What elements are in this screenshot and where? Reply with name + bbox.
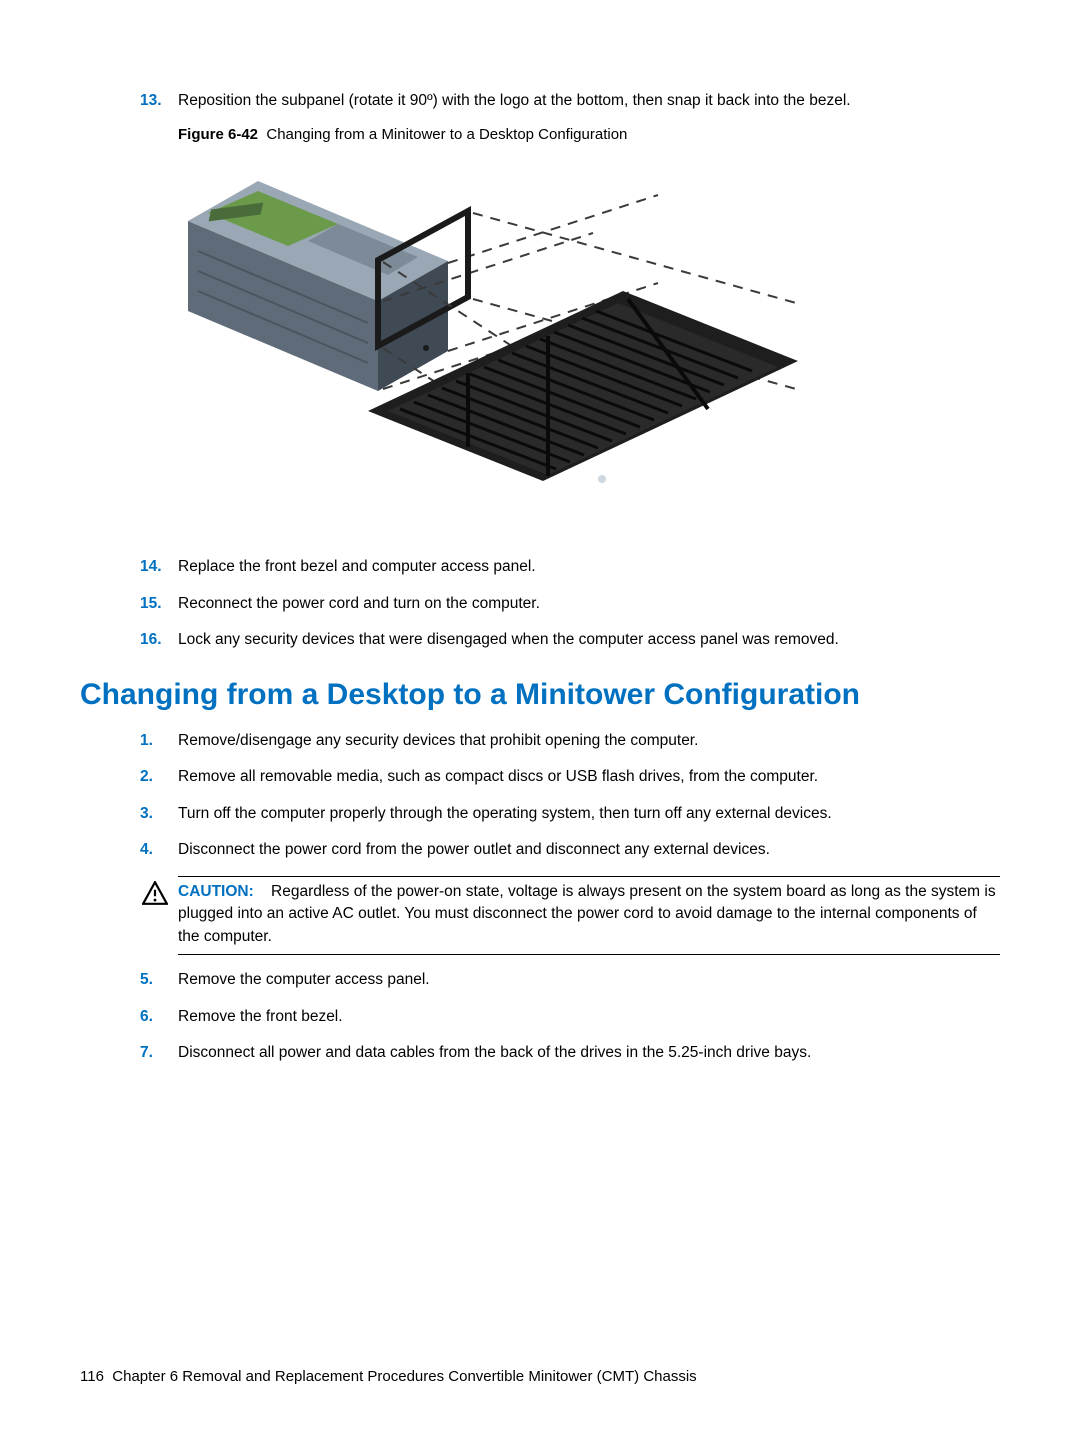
list-item: 15. Reconnect the power cord and turn on…	[140, 593, 1000, 615]
page-footer: 116 Chapter 6 Removal and Replacement Pr…	[80, 1368, 697, 1385]
section-heading: Changing from a Desktop to a Minitower C…	[80, 678, 1000, 712]
step-text: Lock any security devices that were dise…	[178, 629, 1000, 651]
figure-illustration	[178, 151, 1000, 526]
step-text: Turn off the computer properly through t…	[178, 803, 1000, 825]
caution-label: CAUTION:	[178, 883, 254, 900]
list-item: 1. Remove/disengage any security devices…	[140, 730, 1000, 752]
page-number: 116	[80, 1368, 104, 1385]
chapter-title: Chapter 6 Removal and Replacement Proced…	[112, 1368, 696, 1385]
list-item: 2. Remove all removable media, such as c…	[140, 766, 1000, 788]
step-number: 13.	[140, 90, 178, 112]
step-number: 6.	[140, 1006, 178, 1028]
lower-step-list-a: 1. Remove/disengage any security devices…	[140, 730, 1000, 862]
step-number: 4.	[140, 839, 178, 861]
warning-triangle-icon	[142, 881, 168, 905]
top-step-list: 13. Reposition the subpanel (rotate it 9…	[140, 90, 1000, 112]
chassis-diagram-svg	[178, 151, 818, 521]
caution-box: CAUTION: Regardless of the power-on stat…	[178, 876, 1000, 955]
step-number: 2.	[140, 766, 178, 788]
step-text: Reconnect the power cord and turn on the…	[178, 593, 1000, 615]
figure-caption-text: Changing from a Minitower to a Desktop C…	[266, 126, 627, 143]
step-number: 1.	[140, 730, 178, 752]
step-number: 5.	[140, 969, 178, 991]
list-item: 14. Replace the front bezel and computer…	[140, 556, 1000, 578]
step-text: Disconnect all power and data cables fro…	[178, 1042, 1000, 1064]
step-number: 16.	[140, 629, 178, 651]
step-text: Remove/disengage any security devices th…	[178, 730, 1000, 752]
figure-caption: Figure 6-42 Changing from a Minitower to…	[178, 126, 1000, 143]
lower-step-list-b: 5. Remove the computer access panel. 6. …	[140, 969, 1000, 1064]
step-text: Remove all removable media, such as comp…	[178, 766, 1000, 788]
list-item: 6. Remove the front bezel.	[140, 1006, 1000, 1028]
list-item: 3. Turn off the computer properly throug…	[140, 803, 1000, 825]
list-item: 13. Reposition the subpanel (rotate it 9…	[140, 90, 1000, 112]
list-item: 5. Remove the computer access panel.	[140, 969, 1000, 991]
mid-step-list: 14. Replace the front bezel and computer…	[140, 556, 1000, 651]
step-text: Remove the computer access panel.	[178, 969, 1000, 991]
caution-text: Regardless of the power-on state, voltag…	[178, 883, 996, 945]
step-number: 7.	[140, 1042, 178, 1064]
step-text: Reposition the subpanel (rotate it 90º) …	[178, 90, 1000, 112]
list-item: 7. Disconnect all power and data cables …	[140, 1042, 1000, 1064]
list-item: 16. Lock any security devices that were …	[140, 629, 1000, 651]
step-number: 3.	[140, 803, 178, 825]
document-page: 13. Reposition the subpanel (rotate it 9…	[0, 0, 1080, 1437]
step-text: Disconnect the power cord from the power…	[178, 839, 1000, 861]
step-text: Remove the front bezel.	[178, 1006, 1000, 1028]
list-item: 4. Disconnect the power cord from the po…	[140, 839, 1000, 861]
step-number: 14.	[140, 556, 178, 578]
chassis-body	[188, 181, 448, 391]
step-text: Replace the front bezel and computer acc…	[178, 556, 1000, 578]
figure-label: Figure 6-42	[178, 126, 258, 143]
step-number: 15.	[140, 593, 178, 615]
